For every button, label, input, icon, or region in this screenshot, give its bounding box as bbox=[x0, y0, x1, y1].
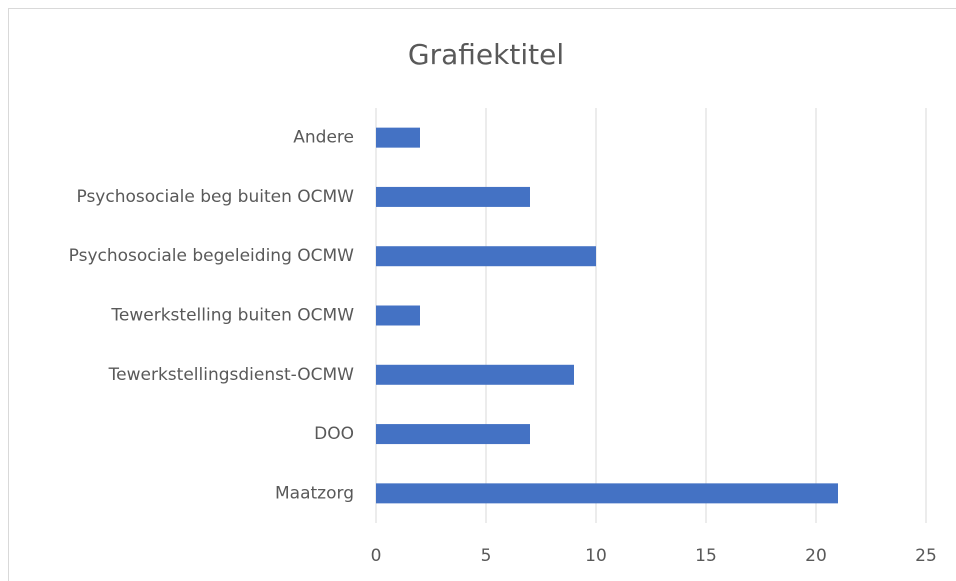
y-tick-label: Maatzorg bbox=[275, 483, 354, 503]
y-tick-label: Psychosociale begeleiding OCMW bbox=[69, 246, 355, 266]
chart-title: Grafiektitel bbox=[408, 38, 564, 71]
bar bbox=[376, 186, 530, 207]
bar bbox=[376, 364, 574, 385]
x-tick-label: 25 bbox=[915, 546, 937, 566]
x-tick-label: 20 bbox=[805, 546, 827, 566]
y-tick-label: Tewerkstelling buiten OCMW bbox=[110, 306, 354, 326]
bar bbox=[376, 483, 838, 504]
x-tick-label: 10 bbox=[585, 546, 607, 566]
x-tick-label: 15 bbox=[695, 546, 717, 566]
bar bbox=[376, 424, 530, 445]
y-tick-label: DOO bbox=[314, 424, 354, 444]
bar bbox=[376, 246, 596, 267]
bar bbox=[376, 305, 420, 326]
x-tick-label: 5 bbox=[481, 546, 492, 566]
y-tick-label: Psychosociale beg buiten OCMW bbox=[77, 187, 355, 207]
bar bbox=[376, 127, 420, 148]
y-tick-label: Tewerkstellingsdienst-OCMW bbox=[108, 365, 355, 385]
y-tick-label: Andere bbox=[293, 128, 354, 148]
x-tick-label: 0 bbox=[371, 546, 382, 566]
